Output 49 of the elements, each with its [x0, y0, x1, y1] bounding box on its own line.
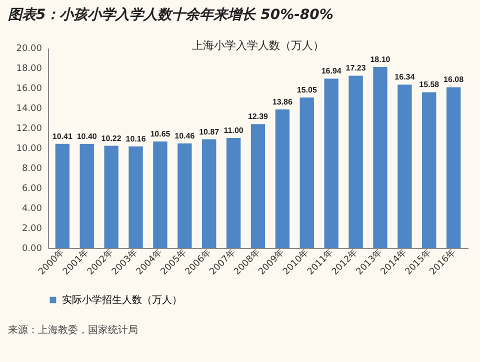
source-note: 来源：上海教委，国家统计局 — [8, 324, 138, 336]
bar — [80, 144, 94, 248]
chart-subtitle: 上海小学入学人数（万人） — [192, 39, 324, 52]
bar — [153, 142, 168, 248]
y-tick-label: 14.00 — [16, 104, 42, 114]
bar — [398, 84, 412, 248]
legend-label: 实际小学招生人数（万人） — [62, 294, 182, 306]
y-tick-label: 20.00 — [16, 44, 42, 54]
data-label: 18.10 — [370, 55, 391, 64]
data-label: 10.16 — [126, 134, 146, 144]
data-label: 17.23 — [346, 64, 366, 73]
y-tick-label: 2.00 — [22, 224, 42, 234]
bar — [422, 92, 436, 248]
bar — [446, 87, 461, 248]
bar — [348, 76, 363, 248]
y-tick-label: 4.00 — [22, 204, 42, 214]
bar — [128, 146, 143, 248]
bar — [324, 78, 338, 248]
y-tick-label: 8.00 — [22, 164, 42, 174]
bar — [202, 139, 216, 248]
data-label: 10.22 — [101, 134, 122, 143]
bar — [178, 143, 192, 248]
y-tick-label: 0.00 — [22, 244, 42, 254]
bar — [373, 67, 388, 248]
bar — [300, 98, 314, 248]
chart-title: 图表5：小孩小学入学人数十余年来增长 50%-80% — [8, 6, 334, 23]
data-label: 11.00 — [224, 126, 244, 135]
bar — [275, 109, 290, 248]
y-tick-label: 10.00 — [16, 144, 42, 154]
bar — [250, 124, 266, 248]
data-label: 10.41 — [52, 132, 73, 141]
data-label: 12.39 — [248, 112, 269, 122]
data-label: 15.05 — [296, 86, 318, 94]
data-label: 10.87 — [199, 127, 220, 136]
bar — [104, 146, 118, 248]
data-label: 10.65 — [150, 130, 171, 138]
data-label: 10.46 — [174, 131, 196, 140]
y-tick-label: 6.00 — [22, 184, 42, 194]
data-label: 16.94 — [321, 66, 342, 76]
data-label: 10.40 — [76, 132, 98, 141]
data-label: 16.08 — [444, 75, 464, 84]
y-tick-label: 18.00 — [16, 64, 42, 74]
bar — [55, 144, 70, 248]
data-label: 15.58 — [419, 80, 440, 90]
data-label: 16.34 — [394, 72, 416, 82]
y-tick-label: 16.00 — [16, 84, 42, 94]
bar — [226, 138, 241, 248]
data-label: 13.86 — [272, 97, 293, 106]
y-tick-label: 12.00 — [16, 124, 42, 134]
